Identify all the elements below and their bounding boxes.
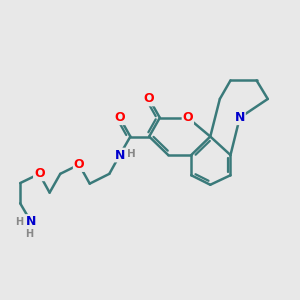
Text: H: H — [26, 229, 34, 238]
Text: O: O — [182, 111, 193, 124]
Text: O: O — [74, 158, 84, 171]
Text: O: O — [34, 167, 44, 180]
Text: O: O — [144, 92, 154, 106]
Text: H: H — [127, 148, 136, 159]
Text: N: N — [115, 148, 125, 161]
Text: O: O — [114, 111, 125, 124]
Text: N: N — [26, 215, 36, 228]
Text: H: H — [15, 217, 23, 226]
Text: N: N — [235, 111, 245, 124]
